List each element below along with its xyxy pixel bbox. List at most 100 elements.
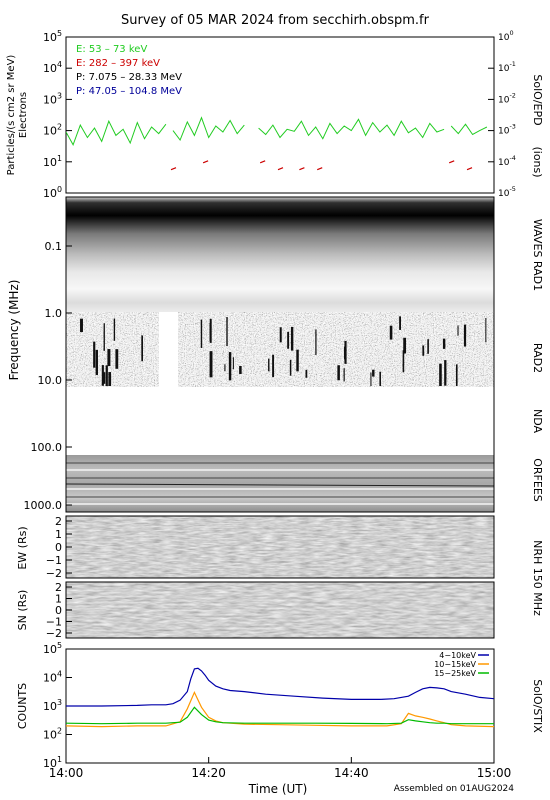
nrh-ew-panel: 210−1−2 EW (Rs) NRH 150 MHz (16, 515, 544, 616)
radio-y-tick-label: 1000.0 (24, 499, 63, 512)
epd-y2-tick-label: 100 (498, 29, 514, 43)
waves-rad1-label: WAVES RAD1 (531, 219, 544, 291)
radio-y-tick-label: 1.0 (45, 307, 63, 320)
epd-right-label-paren: (ions) (531, 146, 544, 177)
orfees-label: ORFEES (531, 458, 544, 502)
nda-band (66, 387, 494, 455)
stix-legend-entry: 4−10keV (439, 651, 476, 660)
nrh-y-tick-label: 2 (55, 515, 62, 528)
stix-frame (65, 648, 495, 764)
nrh-y-tick-label: −2 (46, 567, 62, 580)
epd-y-tick-label: 100 (43, 185, 62, 200)
x-axis-label: Time (UT) (248, 782, 308, 796)
figure-title: Survey of 05 MAR 2024 from secchirh.obsp… (121, 13, 430, 28)
nrh-sn-y-label: SN (Rs) (16, 590, 29, 631)
epd-legend-entry: P: 7.075 – 28.33 MeV (76, 72, 182, 83)
nrh-sn-panel: 210−1−2 SN (Rs) (16, 581, 495, 640)
nrh-y-tick-label: 0 (55, 541, 62, 554)
stix-y-tick-label: 104 (43, 670, 62, 685)
epd-y-tick-label: 102 (43, 123, 62, 138)
nda-label: NDA (531, 409, 544, 434)
epd-series-mark (259, 160, 266, 164)
stix-x-tick-label: 14:20 (191, 766, 226, 780)
stix-legend-entry: 10−15keV (434, 660, 476, 669)
stix-series-line (66, 706, 494, 725)
radio-y-tick-label: 0.1 (45, 240, 63, 253)
nrh-sn-image (66, 582, 494, 638)
nrh-ew-y-ticks: 210−1−2 (46, 515, 72, 580)
epd-series-mark (299, 167, 305, 171)
epd-y2-tick-label: 10-5 (498, 185, 516, 199)
epd-y-label-electrons: Electrons (18, 92, 29, 138)
rad2-label: RAD2 (531, 343, 544, 373)
epd-y-tick-label: 104 (43, 60, 62, 75)
epd-series-mark (170, 167, 177, 171)
stix-series-line (66, 667, 494, 707)
epd-y-label: Particles/(s cm2 sr MeV) (6, 55, 17, 176)
nrh-y-tick-label: 2 (55, 581, 62, 594)
stix-y-tick-label: 103 (43, 698, 62, 713)
epd-y-tick-label: 103 (43, 91, 62, 106)
nrh-y-tick-label: 1 (55, 528, 62, 541)
epd-series-line (66, 119, 167, 146)
nrh-ew-image (66, 516, 494, 578)
epd-series-mark (317, 167, 323, 171)
epd-y2-tick-label: 10-1 (498, 60, 516, 74)
radio-y-tick-label: 100.0 (31, 441, 63, 454)
rad2-bursts (80, 316, 487, 386)
nrh-y-tick-label: 0 (55, 604, 62, 617)
nrh-ew-y-label: EW (Rs) (16, 526, 29, 569)
stix-y-tick-label: 102 (43, 727, 62, 742)
epd-right-label: SolO/EPD (531, 74, 544, 125)
nrh-label: NRH 150 MHz (531, 540, 544, 616)
orfees-spectrogram (66, 455, 494, 512)
stix-legend-entry: 15−25keV (434, 669, 476, 678)
orfees-lines (65, 462, 495, 505)
radio-frame (65, 196, 495, 513)
epd-series-line (450, 123, 488, 136)
radio-spectrogram-panel: 0.1 1.0 10.0 100.0 1000.0 Frequency (MHz) WA… (7, 196, 544, 513)
epd-legend-entry: P: 47.05 – 104.8 MeV (76, 86, 182, 97)
stix-x-tick-label: 15:00 (477, 766, 512, 780)
stix-x-tick-label: 14:00 (49, 766, 84, 780)
epd-legend: E: 53 – 73 keV E: 282 – 397 keV P: 7.075 –… (76, 44, 182, 97)
nrh-y-tick-label: −2 (46, 627, 62, 640)
epd-legend-entry: E: 282 – 397 keV (76, 58, 160, 69)
rad2-data-gap (159, 312, 178, 387)
radio-y-label: Frequency (MHz) (7, 280, 21, 381)
rad1-spectrogram (66, 197, 494, 312)
epd-y-tick-label: 101 (43, 154, 62, 169)
stix-series-line (66, 690, 494, 728)
radio-y-ticks: 0.1 1.0 10.0 100.0 1000.0 (24, 240, 72, 512)
epd-series-mark (277, 167, 284, 171)
rad2-spectrogram (66, 312, 494, 387)
stix-series (66, 667, 494, 728)
stix-x-tick-label: 14:40 (334, 766, 369, 780)
radio-y-tick-label: 10.0 (38, 374, 63, 387)
epd-y2-tick-label: 10-4 (498, 154, 516, 168)
epd-series (66, 116, 488, 171)
epd-series-line (258, 118, 445, 140)
epd-series-line (172, 116, 245, 142)
nrh-sn-y-ticks: 210−1−2 (46, 581, 72, 640)
nrh-y-tick-label: −1 (46, 616, 62, 629)
epd-series-mark (448, 160, 455, 164)
epd-frame (65, 36, 495, 194)
epd-series-mark (466, 167, 473, 171)
assembled-footer: Assembled on 01AUG2024 (394, 784, 515, 794)
epd-y2-tick-label: 10-3 (498, 123, 516, 137)
stix-right-label: SolO/STIX (531, 679, 544, 733)
stix-x-ticks: 14:00 14:20 14:40 15:00 (49, 757, 512, 780)
epd-y-tick-label: 105 (43, 29, 62, 44)
epd-series-mark (202, 160, 209, 164)
epd-y2-tick-label: 10-2 (498, 91, 516, 105)
stix-y-label: COUNTS (16, 683, 29, 729)
epd-legend-entry: E: 53 – 73 keV (76, 44, 147, 55)
stix-y-tick-label: 105 (43, 641, 62, 656)
nrh-y-tick-label: 1 (55, 593, 62, 606)
epd-y2-ticks: 10-5 10-4 10-3 10-2 10-1 100 (488, 29, 516, 199)
